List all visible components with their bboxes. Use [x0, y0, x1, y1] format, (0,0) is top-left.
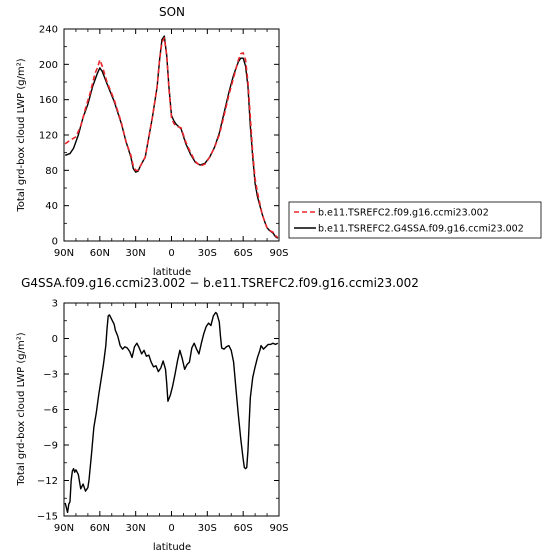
bottom-x-tick-label: 0 — [168, 523, 174, 534]
top-y-tick-label: 120 — [39, 131, 58, 142]
top-panel: SON 90N 60N 30N 0 30S 60S 90S 0 40 80 120 160 200 240… — [16, 5, 289, 278]
top-x-tick-label: 60S — [234, 248, 253, 259]
bottom-y-tick-label: 0 — [52, 334, 58, 345]
top-y-tick-label: 0 — [52, 237, 58, 248]
bottom-x-tick-label: 90N — [54, 523, 74, 534]
top-x-axis-label: latitude — [153, 267, 191, 278]
bottom-y-axis-label: Total grd-box cloud LWP (g/m²) — [16, 332, 27, 486]
top-x-tick-label: 90S — [269, 248, 288, 259]
top-axes: 90N 60N 30N 0 30S 60S 90S 0 40 80 120 160 200 240 — [39, 25, 289, 260]
bottom-y-tick-label: −12 — [37, 476, 58, 487]
top-x-tick-label: 0 — [168, 248, 174, 259]
top-y-tick-label: 80 — [45, 166, 58, 177]
bottom-series-line-0 — [64, 311, 279, 514]
bottom-x-tick-label: 90S — [269, 523, 288, 534]
bottom-chart-title: G4SSA.f09.g16.ccmi23.002 − b.e11.TSREFC2… — [21, 276, 419, 290]
legend-box — [288, 201, 542, 239]
top-x-tick-label: 30S — [198, 248, 217, 259]
top-y-tick-label: 240 — [39, 25, 58, 36]
legend-label-reference: b.e11.TSREFC2.f09.g16.ccmi23.002 — [318, 208, 489, 219]
top-series-line-0 — [64, 37, 279, 239]
bottom-series — [64, 311, 279, 514]
top-x-tick-label: 30N — [126, 248, 146, 259]
top-plot-frame — [63, 28, 280, 242]
top-x-tick-label: 60N — [90, 248, 110, 259]
top-y-tick-label: 160 — [39, 95, 58, 106]
top-y-tick-label: 40 — [45, 201, 58, 212]
bottom-y-tick-label: 3 — [52, 299, 58, 310]
top-y-tick-label: 200 — [39, 60, 58, 71]
bottom-x-tick-label: 60S — [234, 523, 253, 534]
bottom-x-tick-label: 30N — [126, 523, 146, 534]
legend-label-g4ssa: b.e11.TSREFC2.G4SSA.f09.g16.ccmi23.002 — [318, 224, 524, 235]
bottom-plot-frame — [63, 302, 280, 517]
bottom-y-tick-label: −15 — [37, 512, 58, 523]
bottom-x-axis-label: latitude — [153, 542, 191, 553]
bottom-x-tick-label: 60N — [90, 523, 110, 534]
top-series — [64, 35, 279, 239]
top-y-axis-label: Total grd-box cloud LWP (g/m²) — [16, 58, 27, 212]
bottom-y-tick-label: −9 — [43, 441, 58, 452]
legend: b.e11.TSREFC2.f09.g16.ccmi23.002 b.e11.T… — [288, 201, 542, 239]
bottom-y-tick-label: −3 — [43, 370, 58, 381]
bottom-axes: 90N 60N 30N 0 30S 60S 90S −15 −12 −9 −6 −3 0 3 — [37, 299, 289, 535]
bottom-panel: G4SSA.f09.g16.ccmi23.002 − b.e11.TSREFC2… — [16, 276, 419, 553]
bottom-x-tick-label: 30S — [198, 523, 217, 534]
bottom-y-tick-label: −6 — [43, 405, 58, 416]
top-x-tick-label: 90N — [54, 248, 74, 259]
top-chart-title: SON — [159, 5, 185, 19]
